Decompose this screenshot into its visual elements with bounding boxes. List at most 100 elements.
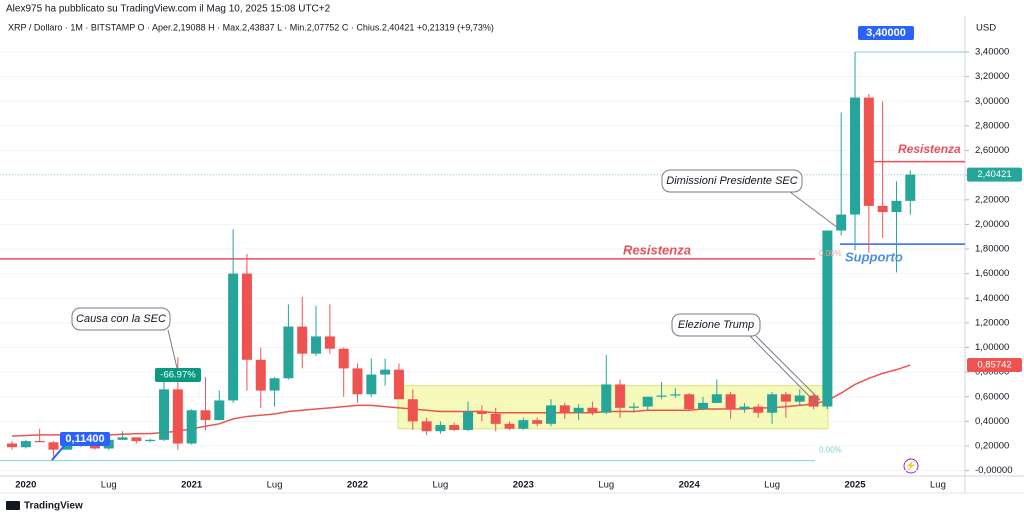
- price-tag-label: 2,40421: [977, 169, 1011, 180]
- callout-text: Elezione Trump: [678, 319, 754, 331]
- x-tick-label: 2020: [15, 480, 36, 491]
- candle-body: [241, 273, 252, 360]
- callout-text: Causa con la SEC: [76, 313, 166, 325]
- x-tick-label: 2024: [679, 480, 701, 491]
- y-tick-label: 3,20000: [975, 71, 1009, 82]
- candle-body: [628, 406, 639, 408]
- icon[interactable]: [903, 458, 919, 474]
- y-tick-label: 1,20000: [975, 317, 1009, 328]
- candle-body: [228, 273, 239, 401]
- level-label: Supporto: [845, 250, 903, 265]
- candle-body: [407, 399, 418, 422]
- candle-body: [435, 425, 446, 432]
- candle-body: [822, 230, 833, 407]
- x-tick-label: Lug: [764, 480, 780, 491]
- x-tick-label: 2023: [513, 480, 534, 491]
- candle-body: [684, 394, 695, 410]
- candle-body: [780, 394, 791, 402]
- candle-body: [656, 395, 667, 397]
- candle-body: [573, 407, 584, 413]
- candle-body: [269, 378, 280, 391]
- candle-body: [532, 420, 543, 424]
- callout-leader: [749, 335, 821, 406]
- price-tag-label: 0,11400: [65, 433, 104, 445]
- y-tick-label: 2,80000: [975, 120, 1009, 131]
- candle-body: [836, 214, 847, 231]
- candle-body: [393, 369, 404, 400]
- candle-body: [601, 384, 612, 413]
- icon[interactable]: ⚡: [905, 459, 916, 471]
- candle-body: [863, 97, 874, 206]
- candle-body: [615, 384, 626, 408]
- x-tick-label: Lug: [598, 480, 614, 491]
- candle-body: [449, 425, 460, 430]
- candle-body: [131, 437, 142, 442]
- callout-leader: [789, 191, 839, 229]
- candle-body: [20, 441, 31, 448]
- x-tick-label: 2025: [844, 480, 866, 491]
- x-tick-label: Lug: [930, 480, 946, 491]
- callout-box: [661, 169, 803, 193]
- candle-body: [297, 326, 308, 354]
- price-tag: [967, 167, 1022, 182]
- y-tick-label: 0,20000: [975, 441, 1009, 452]
- tag-pointer: [51, 445, 65, 461]
- candle-body: [380, 369, 391, 375]
- header: Alex975 ha pubblicato su TradingView.com…: [6, 4, 331, 15]
- candle-body: [725, 394, 736, 410]
- price-tag: [60, 432, 110, 446]
- candle-body: [200, 410, 211, 421]
- candle-body: [48, 442, 59, 450]
- candle-body: [338, 348, 349, 369]
- candle-body: [794, 395, 805, 402]
- price-tag: [155, 368, 201, 382]
- fib-label: 0.00%: [819, 249, 842, 258]
- y-tick-label: 2,00000: [975, 219, 1009, 230]
- y-tick-label: 1,40000: [975, 293, 1009, 304]
- y-tick-label: 3,40000: [975, 47, 1009, 58]
- candle-body: [62, 444, 73, 450]
- candle-body: [283, 326, 294, 379]
- x-tick-label: 2022: [347, 480, 368, 491]
- candle-body: [711, 394, 722, 403]
- candle-body: [89, 445, 100, 449]
- candle-body: [518, 420, 529, 429]
- candle-body: [905, 174, 916, 201]
- candle-body: [463, 411, 474, 430]
- candle-body: [255, 359, 266, 391]
- candle-body: [642, 396, 653, 407]
- y-tick-label: 0,80000: [975, 367, 1009, 378]
- y-tick-label: 0,40000: [975, 416, 1009, 427]
- y-tick-label: 1,80000: [975, 244, 1009, 255]
- y-tick-label: 2,60000: [975, 145, 1009, 156]
- candle-body: [366, 374, 377, 395]
- candle-body: [421, 421, 432, 432]
- price-tag: [967, 358, 1022, 373]
- candle-body: [490, 413, 501, 424]
- candle-body: [476, 411, 487, 414]
- callout-box: [71, 307, 171, 331]
- candle-body: [34, 441, 45, 443]
- candle-body: [117, 437, 128, 440]
- x-tick-label: Lug: [267, 480, 283, 491]
- candle-body: [145, 439, 156, 442]
- y-tick-label: -0,00000: [975, 465, 1013, 476]
- logo: [6, 501, 20, 510]
- y-tick-label: 2,20000: [975, 194, 1009, 205]
- candle-body: [214, 400, 225, 421]
- candle-body: [891, 200, 902, 213]
- candle-body: [559, 405, 570, 413]
- callout-box: [671, 313, 761, 337]
- candle-body: [739, 406, 750, 410]
- candle-body: [877, 205, 888, 213]
- y-axis-label: USD: [976, 23, 996, 34]
- candle-body: [7, 443, 17, 448]
- callout-leader: [167, 329, 178, 369]
- footer: TradingView: [24, 501, 83, 512]
- candle-body: [324, 336, 335, 349]
- legend: XRP / Dollaro · 1M · BITSTAMP O · Aper.2…: [8, 22, 494, 32]
- fib-label: 0.00%: [819, 446, 842, 455]
- candle-body: [587, 407, 598, 413]
- candle-body: [186, 410, 197, 444]
